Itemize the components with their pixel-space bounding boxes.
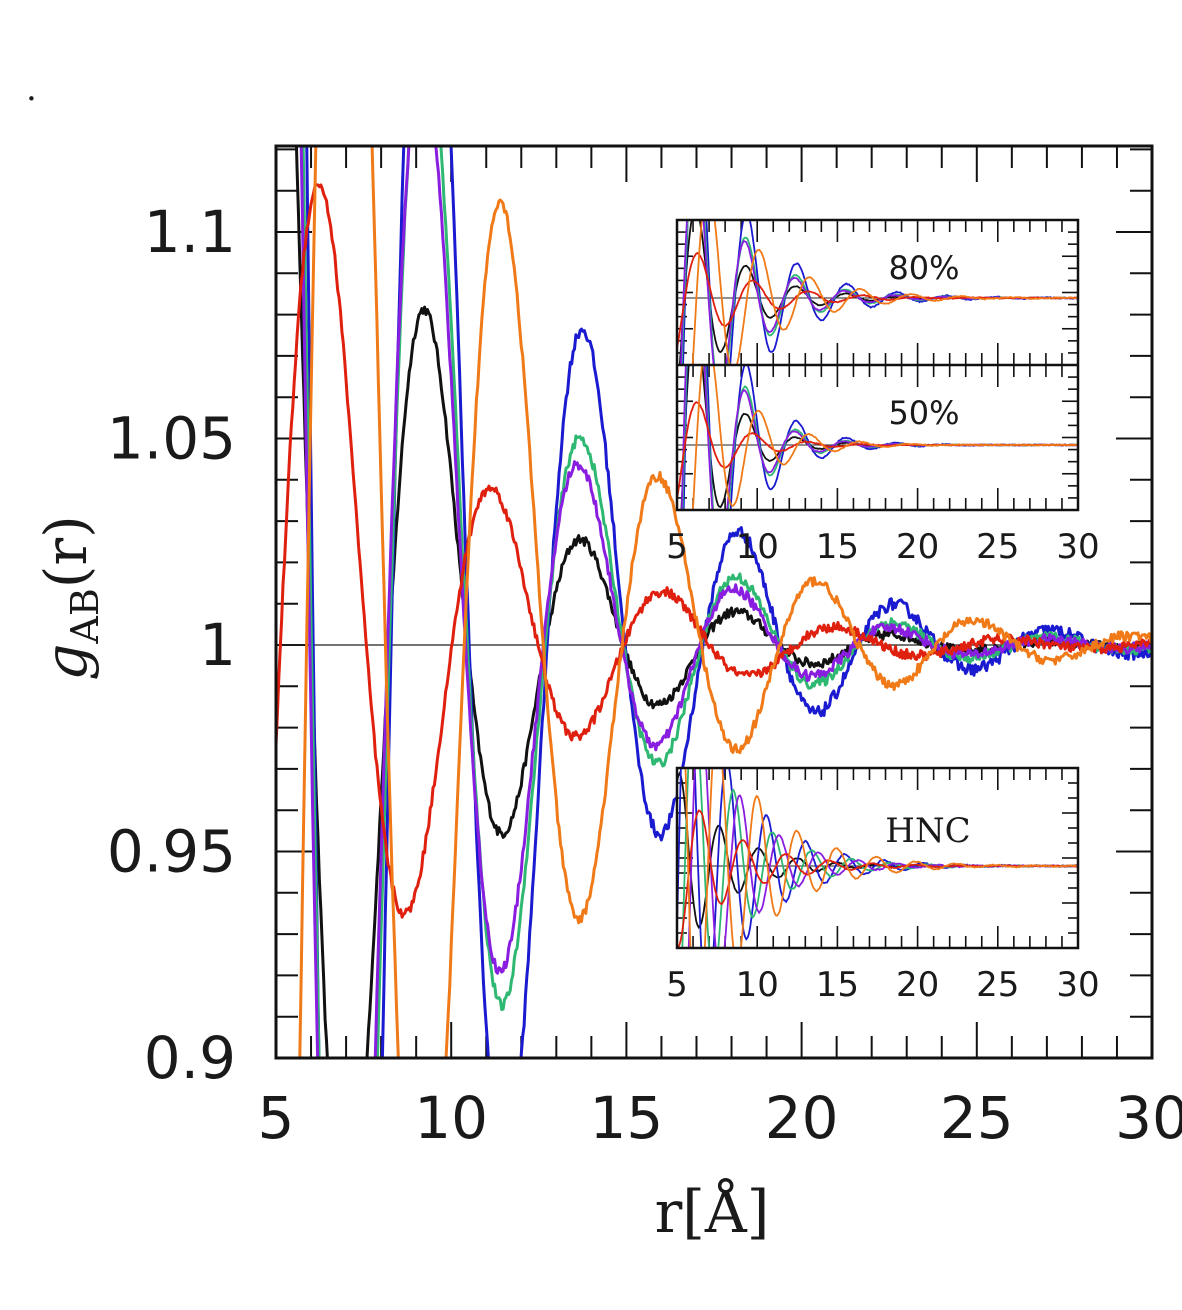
y-tick-label: 0.95 — [107, 818, 236, 886]
y-tick-label: 1 — [199, 611, 236, 679]
x-tick-label: 10 — [414, 1084, 488, 1152]
x-tick-label: 20 — [765, 1084, 839, 1152]
inset-hnc-series — [677, 768, 1078, 948]
inset-80-series — [677, 220, 1078, 365]
inset-x-tick-label: 5 — [666, 527, 688, 567]
inset-x-tick-label: 30 — [1056, 965, 1099, 1005]
inset-series-line-orange — [684, 768, 1078, 948]
inset-x-tick-label: 20 — [896, 527, 939, 567]
series-line-orange — [298, 146, 1152, 1058]
y-tick-label: 1.05 — [107, 405, 236, 473]
inset-series-line-orange — [692, 365, 1078, 510]
x-tick-label: 30 — [1115, 1084, 1182, 1152]
inset-x-tick-label: 5 — [666, 965, 688, 1005]
inset-50-ticks — [676, 365, 1079, 510]
inset-hnc-label: HNC — [885, 811, 970, 851]
y-tick-label: 0.9 — [144, 1024, 236, 1092]
main-y-tick-labels: 0.9 0.95 1 1.05 1.1 — [107, 198, 236, 1092]
inset-80-ticks — [676, 220, 1079, 365]
y-tick-label: 1.1 — [144, 198, 236, 266]
inset-x-tick-label: 10 — [736, 527, 779, 567]
inset-50-label: 50% — [888, 394, 959, 432]
inset-x-tick-label: 20 — [896, 965, 939, 1005]
y-label-g: g — [32, 644, 100, 681]
inset-series-line-red — [677, 251, 1078, 349]
inset-series-line-orange — [691, 220, 1078, 365]
inset-50-x-tick-labels: 5 10 15 20 25 30 — [666, 527, 1099, 567]
x-tick-label: 5 — [258, 1084, 295, 1152]
inset-x-tick-label: 25 — [976, 965, 1019, 1005]
y-label-tail: (r) — [32, 515, 100, 588]
inset-x-tick-label: 30 — [1056, 527, 1099, 567]
inset-x-tick-label: 10 — [736, 965, 779, 1005]
stray-dot-mark: . — [26, 69, 37, 109]
main-series-group — [276, 146, 1152, 1058]
inset-80-label: 80% — [888, 249, 959, 287]
svg-text:gAB(r): gAB(r) — [32, 515, 107, 681]
main-x-tick-labels: 5 10 15 20 25 30 — [258, 1084, 1182, 1152]
main-plot: 5 10 15 20 25 30 0.9 0.95 1 1.05 1.1 r[Å] gAB(r) — [32, 144, 1182, 1246]
inset-x-tick-label: 15 — [816, 965, 859, 1005]
x-tick-label: 15 — [589, 1084, 663, 1152]
inset-80-50-panel: 80% 50% 5 10 15 20 25 30 — [666, 218, 1100, 567]
inset-x-tick-label: 25 — [976, 527, 1019, 567]
series-line-purple — [299, 146, 1152, 1058]
x-tick-label: 25 — [940, 1084, 1014, 1152]
x-axis-label: r[Å] — [655, 1178, 770, 1246]
y-axis-label: gAB(r) — [32, 515, 107, 681]
inset-50-series — [677, 365, 1078, 510]
y-label-sub: AB — [63, 588, 107, 644]
inset-hnc-panel: HNC 5 10 15 20 25 30 — [666, 766, 1100, 1005]
inset-hnc-frame — [675, 766, 1080, 950]
inset-hnc-x-tick-labels: 5 10 15 20 25 30 — [666, 965, 1099, 1005]
inset-x-tick-label: 15 — [816, 527, 859, 567]
main-plot-frame — [274, 144, 1154, 1060]
